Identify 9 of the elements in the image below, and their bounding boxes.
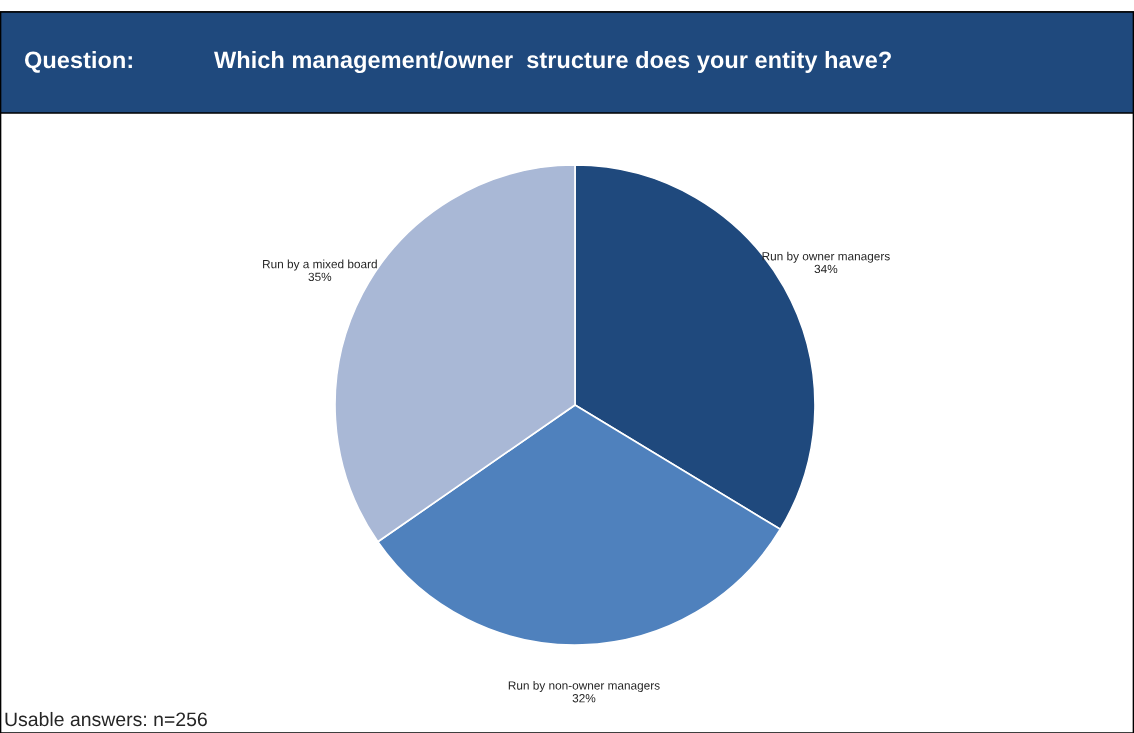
text: Usable answers: n=256 xyxy=(5,711,207,727)
chart-subtitle: Which management/owner structure does your entity have? xyxy=(214,50,891,74)
slice-label: Run by a mixed board xyxy=(263,259,377,271)
data-label: 32% xyxy=(572,694,596,703)
data-label: 34% xyxy=(814,264,838,274)
slice-label: Run by owner managers xyxy=(762,251,890,263)
chart-title: Question: xyxy=(24,51,132,73)
data-label: 35% xyxy=(308,272,332,281)
slice-label: Run by non-owner managers xyxy=(508,681,660,693)
